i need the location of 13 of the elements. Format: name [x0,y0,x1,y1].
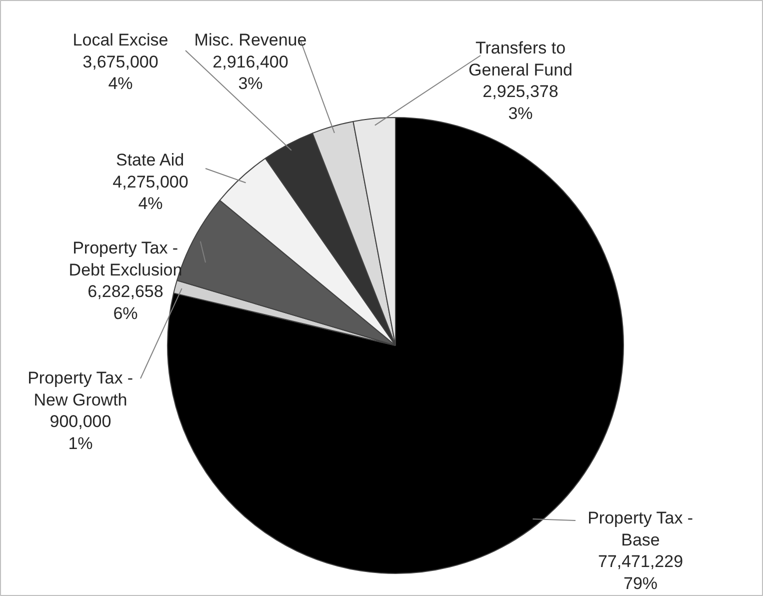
data-label: 77,471,229 79% [598,552,684,594]
data-label: 6,282,658 6% [88,282,164,324]
slice-label: Property Tax - Base [588,508,694,550]
data-label: 2,916,400 3% [212,52,288,94]
slice-label: Property Tax - New Growth [28,368,134,410]
slice-label: Local Excise [72,30,168,50]
slice-label: Misc. Revenue [194,30,307,50]
data-label: 4,275,000 4% [112,172,188,214]
data-label: 3,675,000 4% [82,52,158,94]
data-label: 900,000 1% [50,412,112,454]
slice-label: State Aid [116,150,184,170]
slice-label: Transfers to General Fund [468,38,572,80]
data-label: 2,925,378 3% [482,82,558,124]
